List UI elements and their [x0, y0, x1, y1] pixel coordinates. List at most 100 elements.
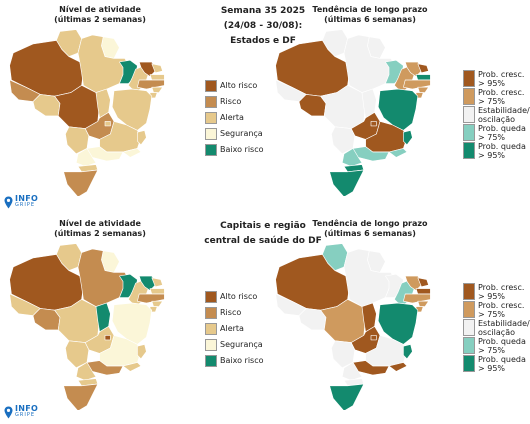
trend-legend-item-down75: Prob. queda > 75% — [463, 337, 530, 355]
top-trend-title-line2: (últimas 6 semanas) — [324, 15, 416, 24]
legend-label-line1: Prob. queda — [478, 124, 526, 133]
logo-text-info: INFO — [15, 194, 39, 203]
state-pb — [415, 74, 431, 81]
legend-label: Alerta — [220, 113, 244, 122]
state-es — [137, 130, 147, 146]
bottom-activity-legend: Alto risco Risco Alerta Segurança Baixo … — [205, 291, 264, 371]
state-df — [104, 121, 111, 127]
top-center-title-line2: (24/08 - 30/08): — [223, 21, 303, 31]
legend-swatch — [205, 144, 217, 156]
legend-label-line1: Prob. cresc. — [478, 283, 525, 292]
activity-legend-item-baixo-risco: Baixo risco — [205, 355, 264, 371]
legend-swatch — [205, 291, 217, 303]
legend-label: Baixo risco — [220, 145, 264, 154]
state-es — [137, 344, 147, 360]
state-df — [104, 335, 111, 341]
state-es — [403, 130, 413, 146]
state-rs — [329, 169, 365, 196]
state-pr — [341, 148, 363, 167]
bottom-center-title-line2: central de saúde do DF — [204, 236, 322, 246]
legend-label-line1: Estabilidade/ — [478, 106, 530, 115]
legend-label-line2: oscilação — [478, 115, 516, 124]
legend-label-line2: > 95% — [478, 364, 506, 373]
state-rs — [63, 383, 99, 410]
state-rn — [417, 63, 429, 74]
activity-legend-item-risco: Risco — [205, 307, 264, 323]
state-ba — [111, 88, 153, 131]
bottom-trend-legend: Prob. cresc. > 95% Prob. cresc. > 75% Es… — [463, 283, 530, 373]
state-df — [370, 121, 377, 127]
state-rs — [329, 383, 365, 410]
top-center-title-line3: Estados e DF — [230, 36, 296, 46]
state-rn — [417, 277, 429, 288]
top-trend-title-line1: Tendência de longo prazo — [312, 5, 428, 14]
legend-swatch — [205, 96, 217, 108]
bottom-activity-title: Nível de atividade (últimas 2 semanas) — [20, 219, 180, 239]
legend-label-line2: > 75% — [478, 346, 506, 355]
legend-label-line2: > 75% — [478, 97, 506, 106]
bottom-center-title: Capitais e região central de saúde do DF — [188, 219, 338, 249]
state-ms — [65, 126, 90, 155]
state-rn — [151, 277, 163, 288]
state-rj — [388, 148, 408, 158]
state-rj — [388, 362, 408, 372]
top-trend-map — [275, 29, 431, 196]
bottom-activity-title-line1: Nível de atividade — [59, 219, 141, 228]
bottom-trend-title-line1: Tendência de longo prazo — [312, 219, 428, 228]
top-center-title-line1: Semana 35 2025 — [220, 6, 306, 16]
legend-swatch — [205, 339, 217, 351]
top-activity-title-line1: Nível de atividade — [59, 5, 141, 14]
state-ba — [377, 88, 419, 131]
map-pin-icon — [4, 406, 13, 418]
state-al — [417, 86, 429, 93]
activity-legend-item-risco: Risco — [205, 96, 264, 112]
state-rj — [122, 362, 142, 372]
state-pr — [341, 362, 363, 381]
legend-swatch — [205, 128, 217, 140]
trend-legend-item-down95: Prob. queda > 95% — [463, 355, 530, 373]
state-al — [417, 300, 429, 307]
bottom-activity-title-line2: (últimas 2 semanas) — [54, 229, 146, 238]
state-pr — [75, 362, 97, 381]
legend-label: Segurança — [220, 340, 263, 349]
trend-legend-item-up75: Prob. cresc. > 75% — [463, 88, 530, 106]
trend-legend-item-down95: Prob. queda > 95% — [463, 142, 530, 160]
trend-legend-item-up95: Prob. cresc. > 95% — [463, 70, 530, 88]
top-activity-title-line2: (últimas 2 semanas) — [54, 15, 146, 24]
bottom-trend-map — [275, 243, 431, 410]
map-pin-icon — [4, 196, 13, 208]
state-pb — [415, 288, 431, 295]
state-rj — [122, 148, 142, 158]
state-al — [151, 300, 163, 307]
legend-swatch — [463, 355, 475, 372]
state-pr — [75, 148, 97, 167]
trend-legend-item-up75: Prob. cresc. > 75% — [463, 301, 530, 319]
legend-label-line1: Prob. queda — [478, 337, 526, 346]
legend-label: Alerta — [220, 324, 244, 333]
legend-label-line1: Prob. cresc. — [478, 70, 525, 79]
legend-swatch — [205, 355, 217, 367]
legend-label: Risco — [220, 97, 242, 106]
legend-label: Alto risco — [220, 292, 258, 301]
top-activity-title: Nível de atividade (últimas 2 semanas) — [20, 5, 180, 25]
legend-swatch — [463, 106, 475, 123]
legend-swatch — [463, 283, 475, 300]
state-pb — [149, 288, 165, 295]
state-ms — [65, 340, 90, 369]
legend-swatch — [205, 307, 217, 319]
logo-text-gripe: GRIPE — [15, 202, 35, 208]
legend-label-line1: Prob. cresc. — [478, 88, 525, 97]
legend-label: Baixo risco — [220, 356, 264, 365]
state-ba — [111, 302, 153, 345]
logo-text-info: INFO — [15, 404, 39, 413]
activity-legend-item-alto-risco: Alto risco — [205, 80, 264, 96]
top-trend-title: Tendência de longo prazo (últimas 6 sema… — [290, 5, 450, 25]
activity-legend-item-seguranca: Segurança — [205, 128, 264, 144]
legend-swatch — [205, 112, 217, 124]
state-pb — [149, 74, 165, 81]
activity-legend-item-alto-risco: Alto risco — [205, 291, 264, 307]
state-rs — [63, 169, 99, 196]
trend-legend-item-up95: Prob. cresc. > 95% — [463, 283, 530, 301]
top-trend-legend: Prob. cresc. > 95% Prob. cresc. > 75% Es… — [463, 70, 530, 160]
bottom-center-title-line1: Capitais e região — [220, 221, 306, 231]
